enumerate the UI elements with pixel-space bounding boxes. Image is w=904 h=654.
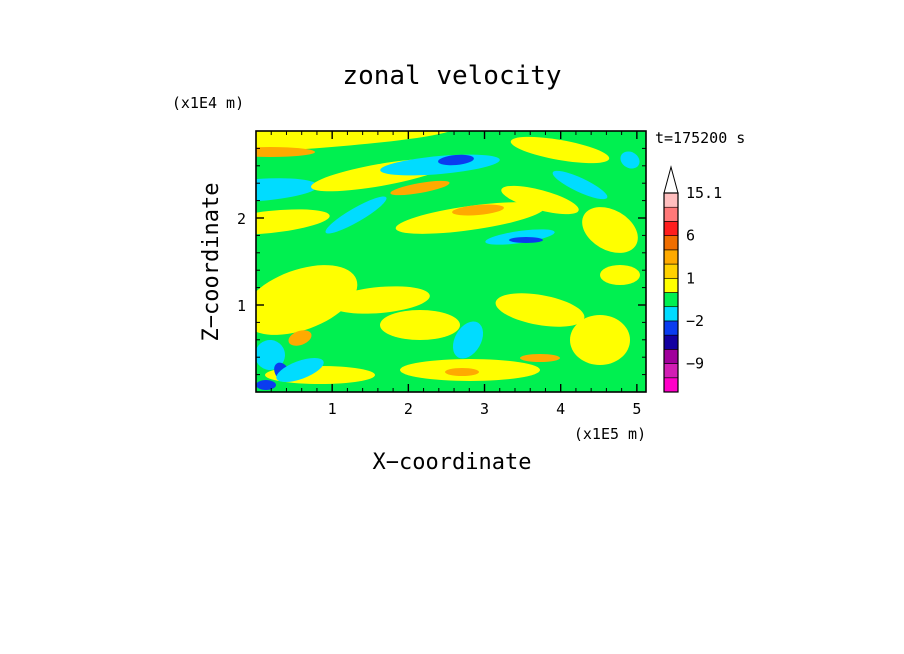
contour-region <box>288 330 312 346</box>
contour-region <box>438 154 474 166</box>
colorbar-swatch <box>663 249 679 265</box>
colorbar-label: 1 <box>686 269 695 287</box>
colorbar-swatch <box>663 235 679 251</box>
contour-region <box>256 147 315 157</box>
colorbar-swatch <box>663 306 679 322</box>
y-axis: 12 <box>237 147 646 376</box>
x-axis-title: X−coordinate <box>373 450 532 475</box>
contour-region <box>509 237 543 243</box>
contour-region <box>256 178 318 202</box>
y-tick-label: 2 <box>237 210 246 228</box>
colorbar-swatch <box>663 277 679 293</box>
y-unit-label: (x1E4 m) <box>172 94 244 112</box>
contour-region <box>600 265 640 285</box>
colorbar-swatch <box>663 221 679 236</box>
colorbar-swatch <box>663 334 679 350</box>
contour-region <box>620 151 640 169</box>
colorbar-swatch <box>663 349 679 364</box>
contour-region <box>256 340 285 370</box>
contour-region <box>395 202 545 234</box>
contour-region <box>380 310 460 340</box>
colorbar: 15.1 6 1 −2 −9 <box>663 165 722 393</box>
contour-region <box>276 357 324 383</box>
contour-region <box>570 315 630 365</box>
x-tick-label: 4 <box>556 400 565 418</box>
x-tick-label: 5 <box>632 400 641 418</box>
contour-region <box>330 286 430 314</box>
plot-frame <box>255 130 647 393</box>
colorbar-swatch <box>663 292 679 308</box>
contour-region <box>325 196 387 234</box>
contour-region <box>445 368 479 376</box>
contour-region <box>485 229 555 245</box>
x-tick-label: 2 <box>404 400 413 418</box>
colorbar-label: −9 <box>686 355 704 373</box>
contour-region <box>495 293 585 327</box>
contour-region <box>452 321 484 359</box>
colorbar-swatch <box>663 263 679 279</box>
contour-fields <box>256 131 640 390</box>
contour-region <box>256 209 330 235</box>
contour-region <box>552 170 608 200</box>
colorbar-swatch <box>663 320 679 336</box>
y-axis-title: Z−coordinate <box>199 183 224 342</box>
x-axis: 1 2 3 4 5 <box>270 131 641 418</box>
contour-region <box>582 207 638 253</box>
colorbar-label: 15.1 <box>686 184 722 202</box>
contour-region <box>501 185 579 215</box>
x-unit-label: (x1E5 m) <box>574 425 646 443</box>
contour-region <box>256 380 276 390</box>
colorbar-swatch <box>663 363 679 379</box>
colorbar-swatch <box>663 206 679 222</box>
time-label: t=175200 s <box>655 129 745 147</box>
contour-region <box>510 136 610 164</box>
chart-title: zonal velocity <box>342 61 561 91</box>
contour-region <box>390 180 450 196</box>
colorbar-extend-arrow <box>663 165 679 194</box>
x-tick-label: 1 <box>328 400 337 418</box>
colorbar-swatch <box>663 377 679 393</box>
colorbar-label: 6 <box>686 227 695 245</box>
plot-area <box>255 130 647 393</box>
colorbar-swatch <box>663 192 679 208</box>
y-tick-label: 1 <box>237 297 246 315</box>
x-tick-label: 3 <box>480 400 489 418</box>
contour-region <box>520 354 560 362</box>
contour-region <box>452 204 504 216</box>
colorbar-frame <box>663 192 679 393</box>
contour-region <box>256 265 358 335</box>
colorbar-label: −2 <box>686 312 704 330</box>
